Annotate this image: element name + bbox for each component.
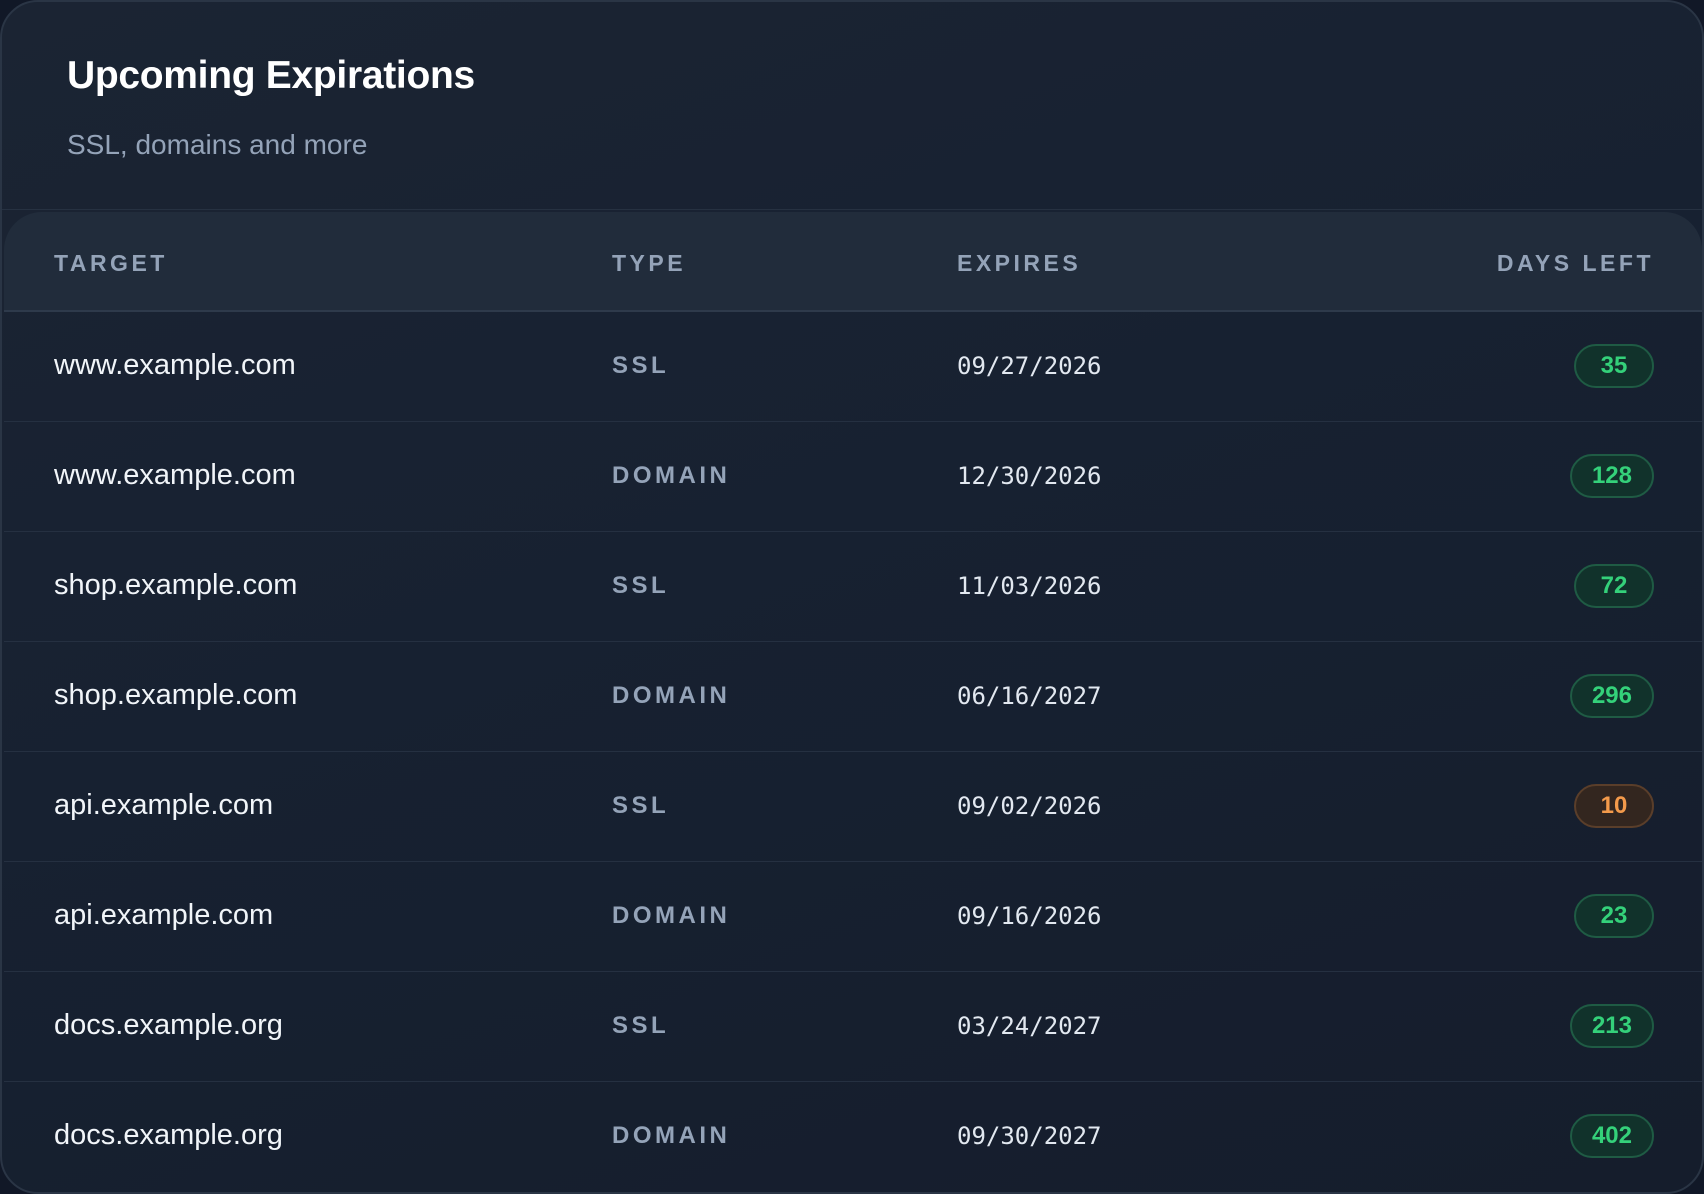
table-row[interactable]: api.example.com DOMAIN 09/16/2026 23 [4, 862, 1702, 972]
expires-cell: 03/24/2027 [957, 1012, 1102, 1040]
target-cell: www.example.com [54, 349, 296, 381]
table-row[interactable]: www.example.com DOMAIN 12/30/2026 128 [4, 422, 1702, 532]
table-row[interactable]: api.example.com SSL 09/02/2026 10 [4, 752, 1702, 862]
target-cell: shop.example.com [54, 679, 298, 711]
target-cell: docs.example.org [54, 1009, 283, 1041]
type-cell: DOMAIN [612, 902, 731, 929]
expires-cell: 12/30/2026 [957, 462, 1102, 490]
expires-cell: 09/16/2026 [957, 902, 1102, 930]
days-left-badge: 72 [1574, 564, 1654, 608]
days-left-badge: 296 [1569, 674, 1654, 718]
column-header-target[interactable]: TARGET [54, 250, 168, 276]
table-row[interactable]: shop.example.com SSL 11/03/2026 72 [4, 532, 1702, 642]
column-header-type[interactable]: TYPE [612, 250, 687, 276]
type-cell: SSL [612, 572, 670, 599]
type-cell: DOMAIN [612, 462, 731, 489]
table-header: TARGET TYPE EXPIRES DAYS LEFT [4, 212, 1702, 312]
expires-cell: 06/16/2027 [957, 682, 1102, 710]
target-cell: shop.example.com [54, 569, 298, 601]
expires-cell: 11/03/2026 [957, 572, 1102, 600]
target-cell: docs.example.org [54, 1119, 283, 1151]
table-row[interactable]: docs.example.org DOMAIN 09/30/2027 402 [4, 1082, 1702, 1192]
expires-cell: 09/27/2026 [957, 352, 1102, 380]
table-row[interactable]: www.example.com SSL 09/27/2026 35 [4, 312, 1702, 422]
type-cell: SSL [612, 1012, 670, 1039]
type-cell: SSL [612, 792, 670, 819]
type-cell: DOMAIN [612, 1122, 731, 1149]
target-cell: api.example.com [54, 899, 274, 931]
expirations-table: TARGET TYPE EXPIRES DAYS LEFT www.exampl… [4, 212, 1702, 1192]
days-left-badge: 23 [1574, 894, 1654, 938]
card-title: Upcoming Expirations [67, 54, 475, 97]
target-cell: www.example.com [54, 459, 296, 491]
table-row[interactable]: shop.example.com DOMAIN 06/16/2027 296 [4, 642, 1702, 752]
card-subtitle: SSL, domains and more [67, 129, 368, 160]
column-header-expires[interactable]: EXPIRES [957, 250, 1082, 276]
days-left-badge: 10 [1574, 784, 1654, 828]
expires-cell: 09/02/2026 [957, 792, 1102, 820]
type-cell: SSL [612, 352, 670, 379]
column-header-days-left[interactable]: DAYS LEFT [1496, 250, 1654, 276]
days-left-badge: 402 [1569, 1114, 1654, 1158]
days-left-badge: 213 [1569, 1004, 1654, 1048]
card-header: Upcoming Expirations SSL, domains and mo… [2, 2, 1702, 210]
type-cell: DOMAIN [612, 682, 731, 709]
days-left-badge: 35 [1574, 344, 1654, 388]
target-cell: api.example.com [54, 789, 274, 821]
expires-cell: 09/30/2027 [957, 1122, 1102, 1150]
table-row[interactable]: docs.example.org SSL 03/24/2027 213 [4, 972, 1702, 1082]
days-left-badge: 128 [1569, 454, 1654, 498]
